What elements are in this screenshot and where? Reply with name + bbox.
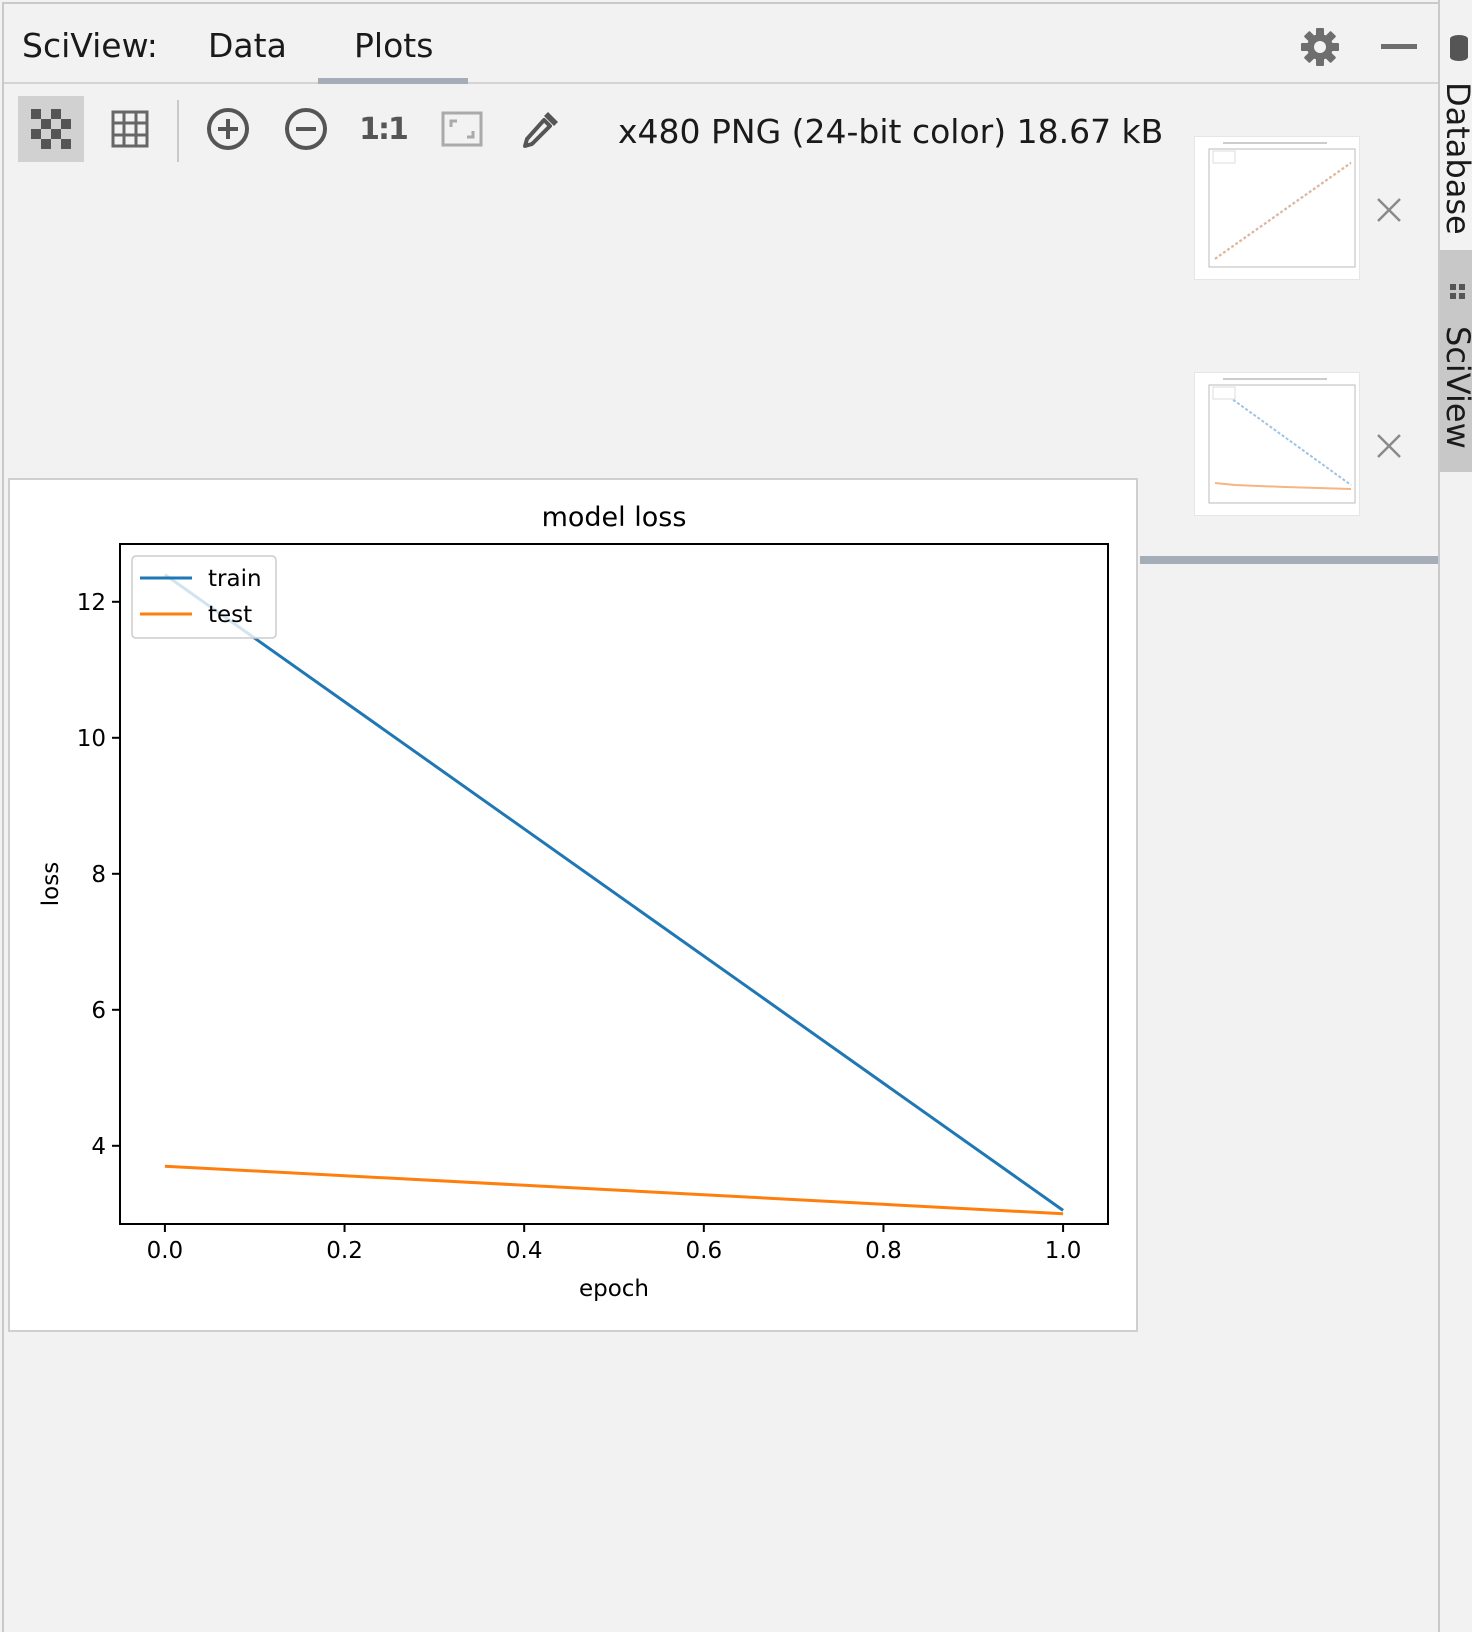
x-tick-label: 0.6 <box>686 1238 723 1264</box>
thumbnail-accuracy-image <box>1208 142 1356 268</box>
plot-image: 0.0 0.2 0.4 0.6 0.8 1.0 4 6 8 10 12 model loss epoch… <box>8 478 1138 1332</box>
toolbar-separator <box>177 100 179 162</box>
active-tab-indicator <box>318 78 468 84</box>
legend-label-train: train <box>208 566 262 592</box>
plot-thumbnail-accuracy[interactable] <box>1194 136 1360 280</box>
fit-to-window-button[interactable] <box>429 96 495 162</box>
plot-thumbnail-loss[interactable] <box>1194 372 1360 516</box>
gear-icon[interactable] <box>1299 26 1341 68</box>
zoom-in-icon <box>207 108 249 150</box>
plot-area <box>120 544 1108 1224</box>
thumbnail-loss-image <box>1208 378 1356 504</box>
database-icon <box>1450 35 1468 61</box>
x-axis-label: epoch <box>579 1276 649 1302</box>
axes-frame <box>119 543 1109 1225</box>
transparency-checker-button[interactable] <box>18 96 84 162</box>
sciview-panel: SciView: Data Plots <box>2 2 1438 1632</box>
zoom-in-button[interactable] <box>195 96 261 162</box>
tab-plots[interactable]: Plots <box>354 26 434 65</box>
x-tick-label: 0.4 <box>506 1238 543 1264</box>
grid-button[interactable] <box>97 96 163 162</box>
grid-icon <box>111 110 149 148</box>
zoom-out-button[interactable] <box>273 96 339 162</box>
panel-title: SciView: <box>22 26 158 65</box>
actual-size-button[interactable]: 1:1 <box>350 96 416 162</box>
x-tick-label: 0.2 <box>326 1238 363 1264</box>
plot-toolbar: 1:1 x480 PNG (24-bit color) 18.67 kB <box>4 86 1438 176</box>
chart-title: model loss <box>542 502 687 533</box>
table-icon <box>1450 284 1465 299</box>
panel-header: SciView: Data Plots <box>4 4 1438 84</box>
y-tick-label: 4 <box>91 1134 106 1160</box>
y-tick-label: 12 <box>77 590 106 616</box>
checkerboard-icon <box>31 109 71 149</box>
actual-size-label: 1:1 <box>359 111 409 147</box>
x-tick-label: 0.0 <box>147 1238 184 1264</box>
legend-label-test: test <box>208 602 252 628</box>
y-tick-label: 6 <box>91 998 106 1024</box>
series-line-train <box>164 573 1064 1212</box>
x-tick-label: 0.8 <box>865 1238 902 1264</box>
loss-chart: 0.0 0.2 0.4 0.6 0.8 1.0 4 6 8 10 12 model loss epoch… <box>38 502 1109 1302</box>
zoom-out-icon <box>285 108 327 150</box>
y-tick-label: 10 <box>77 726 106 752</box>
series-line-test <box>164 1164 1064 1216</box>
color-picker-button[interactable] <box>508 96 574 162</box>
thumbnails-scrollbar[interactable] <box>1140 556 1438 564</box>
minimize-icon[interactable] <box>1381 44 1417 49</box>
close-thumbnail-loss-icon[interactable] <box>1375 432 1403 460</box>
y-axis-label: loss <box>38 862 64 906</box>
close-thumbnail-accuracy-icon[interactable] <box>1375 196 1403 224</box>
right-tool-strip: Database SciView <box>1438 0 1472 1632</box>
x-tick-label: 1.0 <box>1045 1238 1082 1264</box>
fit-window-icon <box>441 111 483 147</box>
y-tick-label: 8 <box>91 862 106 888</box>
side-tab-sciview-label: SciView <box>1439 326 1472 449</box>
side-tab-database[interactable]: Database <box>1439 82 1472 235</box>
tab-data[interactable]: Data <box>208 26 287 65</box>
image-info-text: x480 PNG (24-bit color) 18.67 kB <box>618 112 1164 151</box>
eyedropper-icon <box>523 112 558 148</box>
